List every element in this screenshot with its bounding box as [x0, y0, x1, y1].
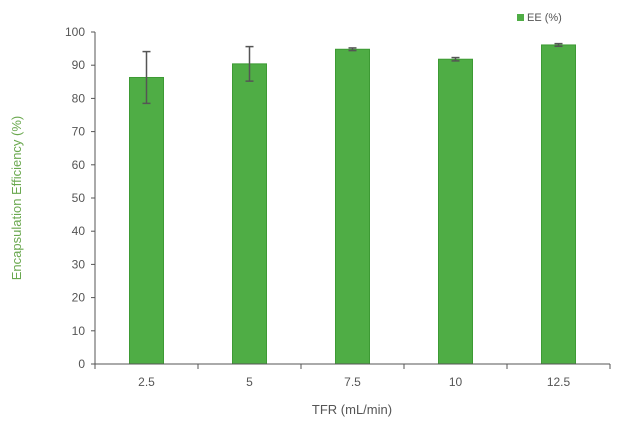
error-bars-group — [142, 42, 563, 105]
bar — [541, 44, 576, 365]
y-tick-label: 0 — [78, 357, 85, 371]
error-bar — [554, 42, 563, 48]
bars-group — [129, 44, 576, 365]
bar — [335, 48, 370, 365]
error-bar — [451, 56, 460, 62]
y-tick-label: 20 — [72, 291, 86, 305]
y-ticks-group: 0 10 20 30 40 50 60 70 80 90 100 — [65, 25, 95, 371]
x-ticks-group: 2.5 5 7.5 10 12.5 — [94, 364, 611, 389]
x-tick-label: 7.5 — [344, 375, 361, 389]
error-bar — [245, 45, 254, 82]
y-tick-label: 50 — [72, 191, 86, 205]
y-tick-label: 100 — [65, 25, 85, 39]
legend-swatch — [517, 14, 524, 21]
x-tick-label: 5 — [246, 375, 253, 389]
y-tick-label: 60 — [72, 158, 86, 172]
y-tick-label: 90 — [72, 58, 86, 72]
x-tick-label: 10 — [449, 375, 463, 389]
y-tick-label: 30 — [72, 257, 86, 271]
x-tick-label: 12.5 — [547, 375, 571, 389]
bar — [438, 58, 473, 365]
legend: EE (%) — [517, 12, 562, 24]
y-axis-label: Encapsulation Efficiency (%) — [9, 116, 24, 281]
legend-label: EE (%) — [527, 12, 562, 24]
bar — [232, 63, 267, 365]
bar — [129, 76, 164, 365]
y-tick-label: 80 — [72, 91, 86, 105]
error-bar — [142, 50, 151, 105]
y-tick-label: 10 — [72, 324, 86, 338]
y-tick-label: 70 — [72, 125, 86, 139]
x-tick-label: 2.5 — [138, 375, 155, 389]
x-axis-label: TFR (mL/min) — [312, 402, 392, 417]
error-bar — [348, 47, 357, 52]
y-tick-label: 40 — [72, 224, 86, 238]
